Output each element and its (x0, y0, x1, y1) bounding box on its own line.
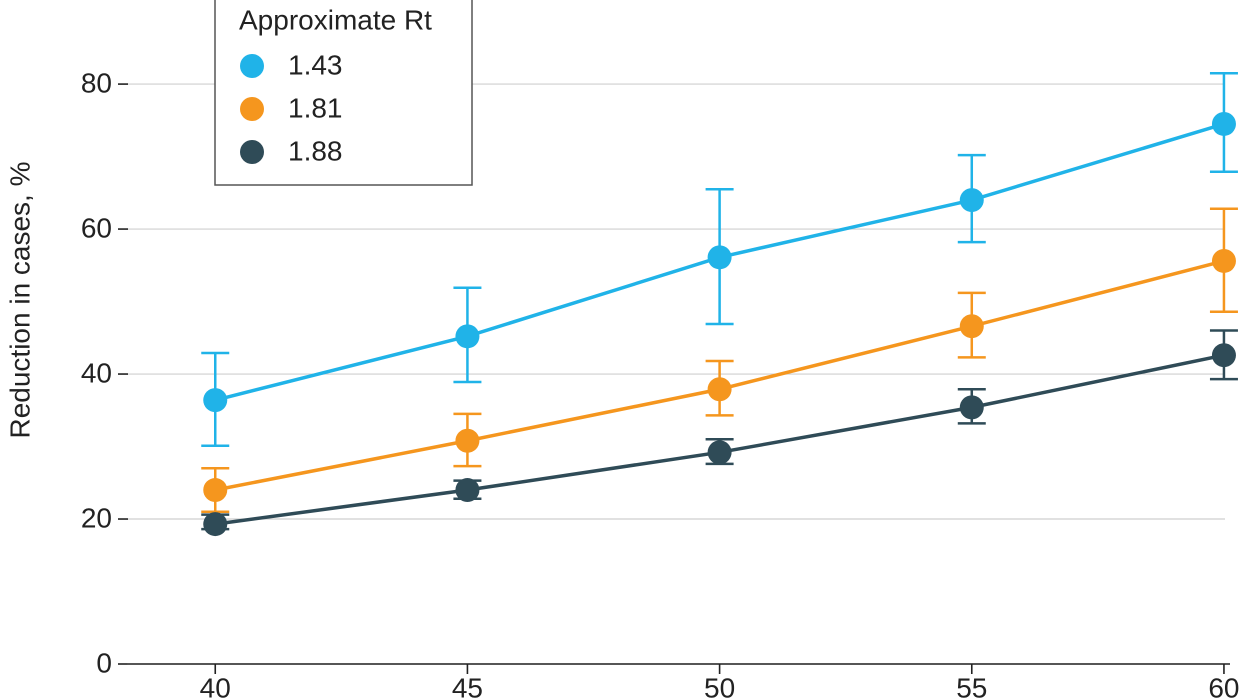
x-tick-label: 45 (452, 672, 483, 700)
data-point (707, 440, 732, 465)
x-tick-label: 55 (956, 672, 987, 700)
y-tick-label: 20 (81, 502, 112, 533)
data-point (1211, 248, 1236, 273)
y-tick-label: 80 (81, 67, 112, 98)
data-point (959, 188, 984, 213)
legend-title: Approximate Rt (239, 4, 432, 35)
data-point (203, 388, 228, 413)
x-tick-label: 40 (200, 672, 231, 700)
data-point (959, 395, 984, 420)
data-point (455, 324, 480, 349)
legend-label: 1.81 (288, 92, 343, 123)
y-axis-label: Reduction in cases, % (4, 161, 35, 438)
x-tick-label: 50 (704, 672, 735, 700)
data-point (455, 428, 480, 453)
data-point (455, 478, 480, 503)
data-point (707, 245, 732, 270)
data-point (1211, 111, 1236, 136)
data-point (1211, 343, 1236, 368)
legend-marker (240, 140, 264, 164)
legend-marker (240, 54, 264, 78)
data-point (707, 377, 732, 402)
data-point (959, 314, 984, 339)
x-tick-label: 60 (1208, 672, 1239, 700)
y-tick-label: 0 (96, 647, 112, 678)
legend-marker (240, 97, 264, 121)
data-point (203, 512, 228, 537)
legend-label: 1.43 (288, 49, 343, 80)
legend-label: 1.88 (288, 135, 343, 166)
data-point (203, 478, 228, 503)
y-tick-label: 60 (81, 212, 112, 243)
y-tick-label: 40 (81, 357, 112, 388)
